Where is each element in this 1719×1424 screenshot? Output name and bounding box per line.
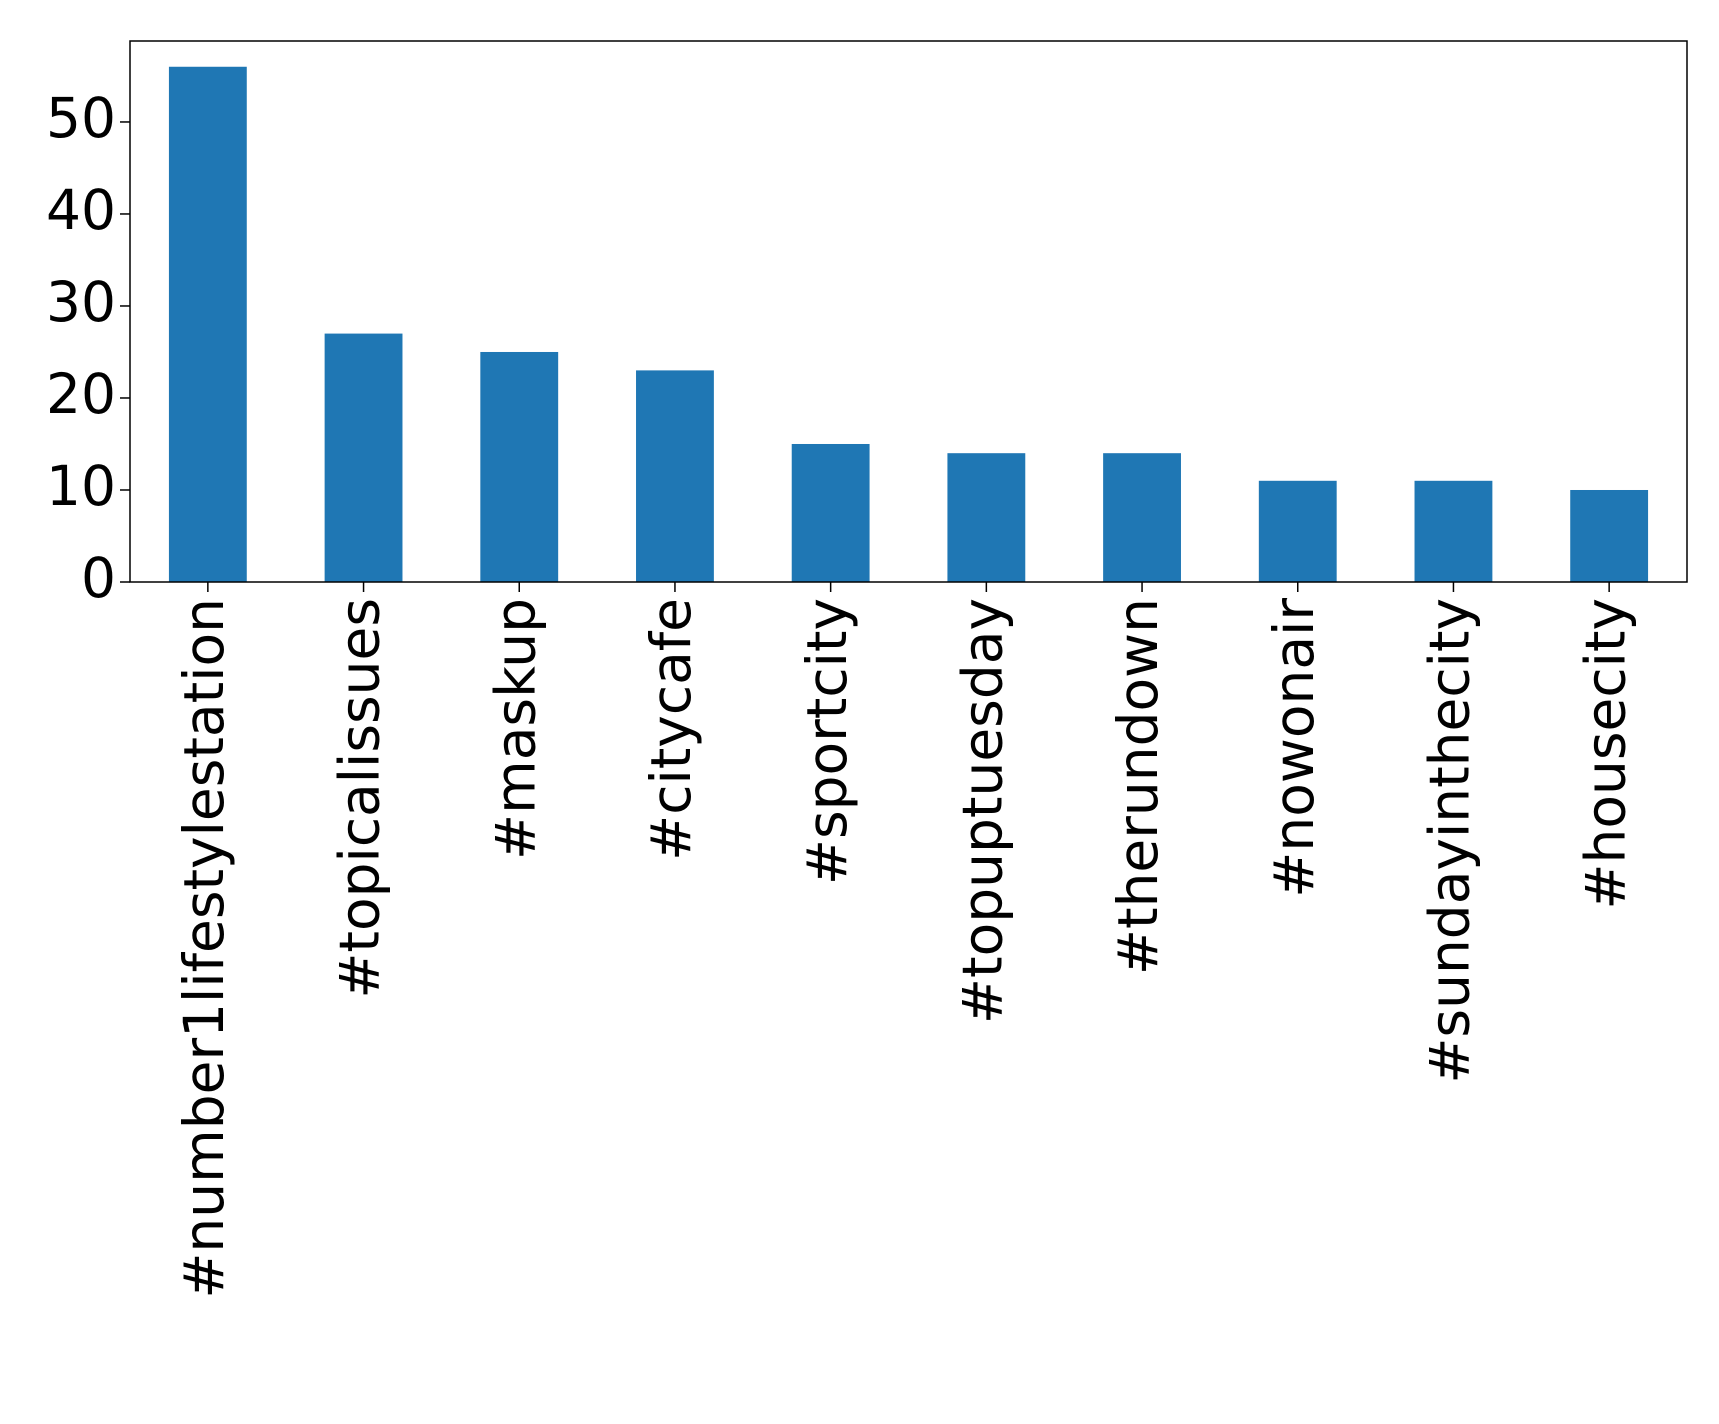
x-tick-label: #maskup bbox=[483, 598, 547, 860]
x-tick-label: #nowonair bbox=[1262, 598, 1326, 898]
x-tick-label: #sundayinthecity bbox=[1418, 598, 1482, 1084]
x-tick-label: #topicalissues bbox=[328, 598, 392, 999]
bar bbox=[1414, 480, 1493, 582]
y-tick-label: 30 bbox=[46, 270, 116, 334]
x-tick-label: #number1lifestylestation bbox=[172, 598, 236, 1299]
bar bbox=[168, 66, 247, 582]
bar bbox=[947, 453, 1026, 582]
y-tick-label: 10 bbox=[46, 454, 116, 518]
bar bbox=[1570, 489, 1649, 582]
y-tick-label: 20 bbox=[46, 362, 116, 426]
x-tick-label: #therundown bbox=[1106, 598, 1170, 975]
bar bbox=[636, 370, 714, 582]
y-tick-label: 50 bbox=[46, 86, 116, 150]
bar bbox=[1103, 453, 1181, 582]
bar bbox=[1258, 480, 1337, 582]
x-tick-label: #topuptuesday bbox=[950, 598, 1014, 1024]
bar bbox=[480, 351, 559, 582]
y-tick-label: 40 bbox=[46, 178, 116, 242]
x-tick-label: #sportcity bbox=[795, 598, 859, 885]
x-tick-label: #housecity bbox=[1573, 598, 1637, 910]
bar bbox=[324, 333, 403, 582]
bar bbox=[791, 443, 870, 582]
x-tick-label: #citycafe bbox=[639, 598, 703, 861]
y-tick-label: 0 bbox=[81, 546, 116, 610]
plot-frame bbox=[129, 40, 1688, 583]
